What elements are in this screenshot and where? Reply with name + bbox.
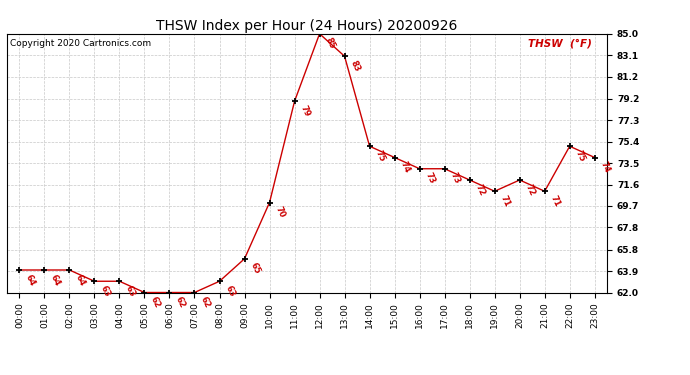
- Title: THSW Index per Hour (24 Hours) 20200926: THSW Index per Hour (24 Hours) 20200926: [157, 19, 457, 33]
- Text: 72: 72: [474, 183, 487, 197]
- Text: 73: 73: [448, 171, 462, 186]
- Text: 72: 72: [524, 183, 537, 197]
- Text: 83: 83: [348, 59, 362, 73]
- Text: 65: 65: [248, 261, 262, 276]
- Text: 62: 62: [174, 295, 187, 310]
- Text: 71: 71: [549, 194, 562, 208]
- Text: 63: 63: [124, 284, 137, 298]
- Text: 70: 70: [274, 205, 287, 219]
- Text: 79: 79: [299, 104, 312, 118]
- Text: 75: 75: [574, 149, 587, 164]
- Text: 75: 75: [374, 149, 387, 164]
- Text: 64: 64: [74, 273, 87, 287]
- Text: THSW  (°F): THSW (°F): [529, 39, 592, 49]
- Text: Copyright 2020 Cartronics.com: Copyright 2020 Cartronics.com: [10, 39, 151, 48]
- Text: 63: 63: [224, 284, 237, 298]
- Text: 74: 74: [599, 160, 612, 175]
- Text: 63: 63: [99, 284, 112, 298]
- Text: 62: 62: [148, 295, 161, 310]
- Text: 71: 71: [499, 194, 512, 208]
- Text: 74: 74: [399, 160, 412, 175]
- Text: 85: 85: [324, 36, 337, 51]
- Text: 64: 64: [48, 273, 61, 287]
- Text: 62: 62: [199, 295, 212, 310]
- Text: 64: 64: [23, 273, 37, 287]
- Text: 73: 73: [424, 171, 437, 186]
